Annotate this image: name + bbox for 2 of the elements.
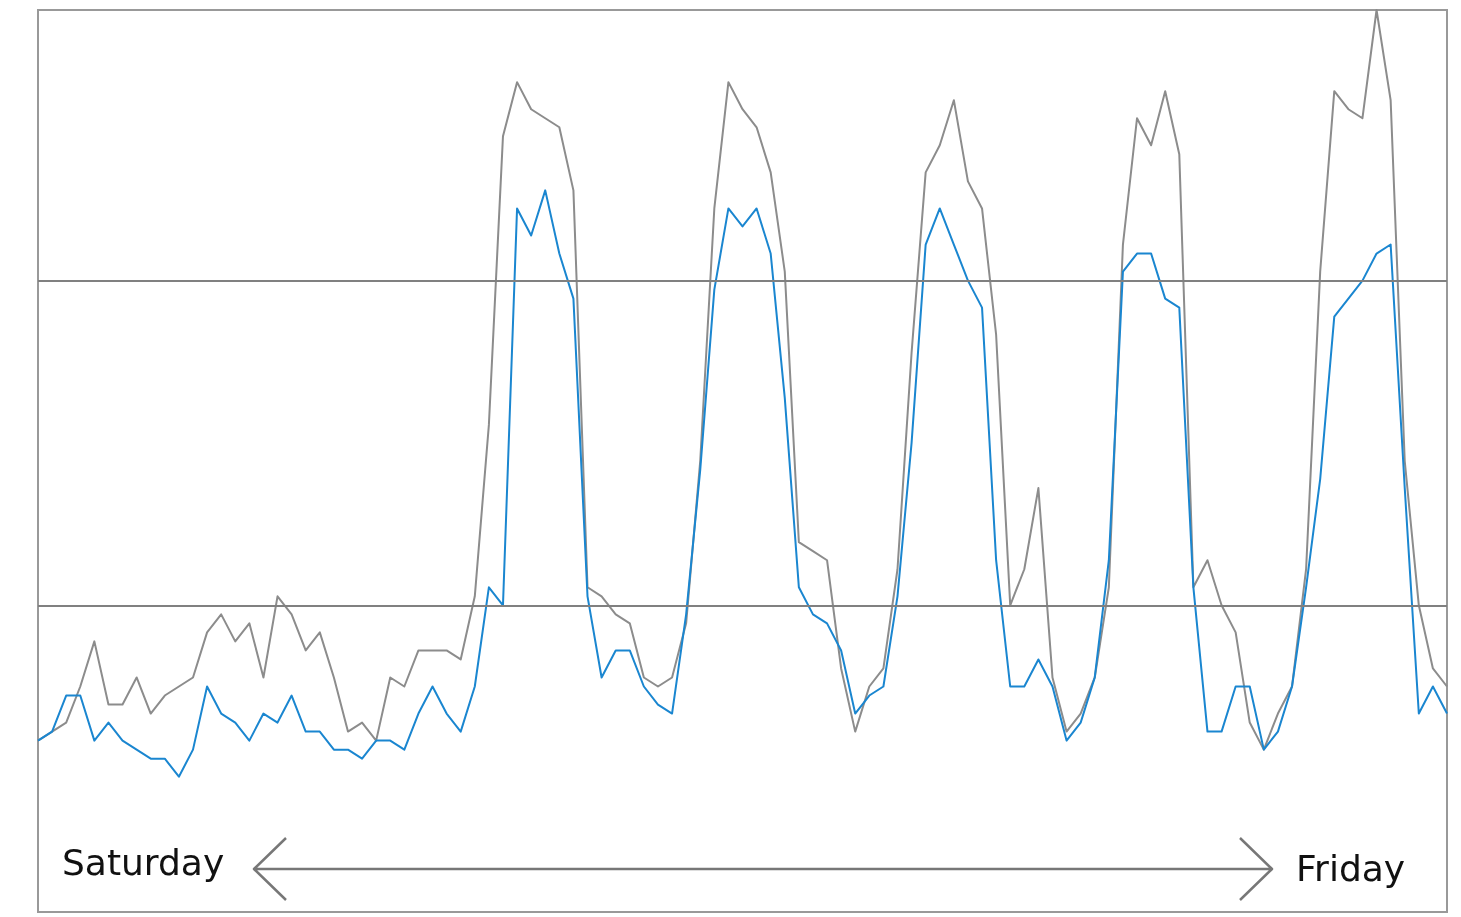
annotation: Saturday xyxy=(62,842,225,883)
annotation: Friday xyxy=(1296,848,1406,889)
